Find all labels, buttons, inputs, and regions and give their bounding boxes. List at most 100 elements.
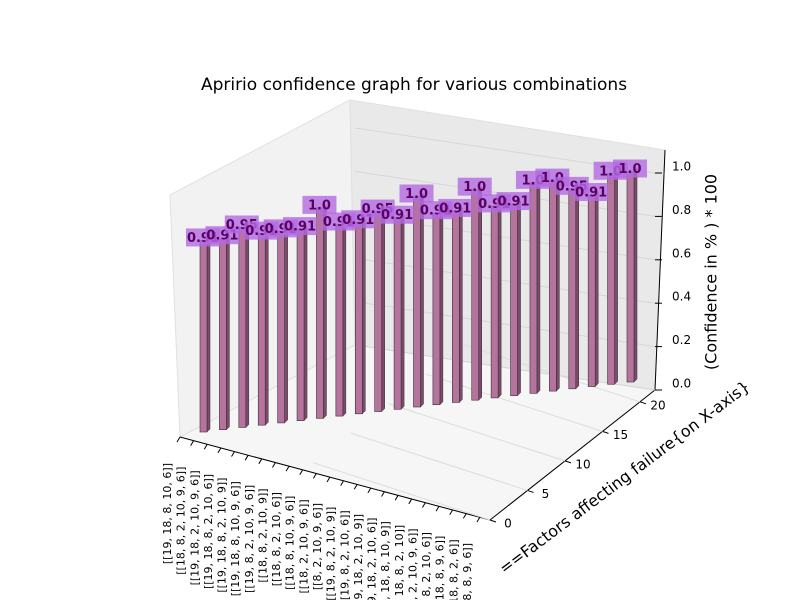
bar	[257, 233, 266, 426]
x-tick	[272, 462, 276, 468]
x-tick	[367, 487, 372, 494]
value-label-group: 0.91	[283, 217, 318, 236]
x-tick	[435, 505, 440, 512]
x-tick-label: [[18, 8, 2, 10, 9, 6]]	[175, 467, 188, 575]
value-label: 0.91	[498, 195, 530, 210]
bar	[549, 180, 557, 392]
value-label-box	[283, 217, 318, 236]
value-label-group: 0.91	[496, 192, 531, 211]
x-tick-label: [[19, 18, 2, 10, 6]]	[366, 518, 379, 600]
x-tick	[326, 476, 331, 483]
y-tick	[639, 401, 647, 405]
bar-side	[459, 207, 463, 404]
value-label: 0.91	[284, 220, 316, 235]
x-tick-label: [[18, 8, 10, 9, 6]]	[284, 496, 297, 590]
x-tick-label: [[19, 8, 2, 10, 9, 6]]	[243, 485, 256, 593]
value-label-group: 1.0	[613, 159, 647, 178]
z-tick-label: 0.2	[672, 333, 691, 347]
bar	[296, 228, 305, 421]
x-tick-label: [[19, 8, 2, 10, 9]]	[325, 507, 338, 600]
bar-side	[245, 223, 250, 429]
grid-line	[313, 462, 491, 521]
value-label-group: 1.0	[457, 177, 492, 196]
bar	[568, 188, 577, 390]
bar-side	[633, 167, 638, 383]
value-label-box	[574, 182, 609, 201]
bar-side	[362, 218, 366, 415]
bar	[471, 189, 480, 401]
bar	[607, 173, 615, 385]
value-label-box	[438, 198, 473, 217]
bar	[413, 196, 421, 408]
x-tick-label: [[19, 18, 8, 9, 6]]	[461, 543, 474, 600]
x-axis-line	[179, 436, 491, 521]
x-tick	[176, 436, 181, 443]
bar	[277, 231, 285, 424]
y-tick	[527, 489, 534, 493]
bar	[374, 211, 382, 412]
x-tick-label: [[19, 18, 8, 9, 6]]	[434, 536, 447, 600]
bar-side	[575, 185, 580, 390]
x-tick-label: [[19, 18, 8, 10, 9, 6]]	[229, 481, 242, 596]
value-label-box	[496, 192, 531, 211]
value-label-box	[399, 184, 434, 203]
value-label-box	[302, 195, 337, 214]
value-label-box	[613, 159, 647, 178]
value-label-box	[457, 177, 492, 196]
x-tick-label: [[19, 18, 8, 2, 10, 6]]	[202, 474, 215, 589]
bar-side	[381, 207, 385, 413]
x-tick	[340, 480, 345, 486]
x-tick-label: [[18, 8, 2, 10, 6]]	[270, 492, 283, 586]
x-tick-label: [[19, 18, 8, 2, 6]]	[447, 539, 460, 600]
x-tick	[408, 498, 413, 505]
x-tick-label: [[19, 8, 2, 10, 6]]	[338, 510, 351, 600]
z-tick-label: 0.0	[672, 377, 691, 391]
y-tick-label: 20	[650, 398, 665, 412]
value-label: 0.91	[575, 185, 607, 200]
x-tick	[203, 444, 208, 450]
y-axis-line	[489, 389, 656, 521]
bar-side	[342, 220, 347, 417]
value-label-group: 1.0	[399, 184, 434, 203]
x-tick	[244, 454, 249, 461]
z-tick-label: 0.8	[672, 203, 691, 217]
value-label-box	[380, 205, 415, 224]
bar-side	[264, 230, 269, 426]
chart-title: Apririo confidence graph for various com…	[201, 75, 627, 95]
y-tick-label: 5	[542, 487, 550, 501]
x-tick-label: [[18, 2, 10, 9, 6]]	[297, 499, 310, 593]
value-label: 1.0	[405, 187, 428, 202]
x-tick	[190, 440, 195, 446]
y-tick	[489, 519, 497, 523]
x-tick	[394, 494, 399, 501]
bar-side	[284, 227, 288, 424]
bar	[316, 207, 324, 419]
bar	[238, 227, 247, 428]
bar-side	[536, 179, 541, 394]
bar	[432, 212, 441, 406]
x-tick	[353, 484, 358, 490]
grid-line	[388, 403, 566, 462]
value-label-group: 0.91	[438, 198, 473, 217]
value-label: 0.91	[381, 208, 413, 223]
bar-side	[206, 236, 211, 433]
x-tick	[312, 473, 317, 479]
bar	[219, 237, 227, 431]
y-tick	[602, 430, 609, 434]
bar	[529, 182, 538, 394]
value-label-group: 1.0	[302, 195, 337, 214]
x-tick-label: [[8, 2, 10, 9, 6]]	[311, 503, 324, 590]
z-tick-label: 1.0	[672, 160, 691, 174]
bar-side	[517, 200, 521, 397]
value-label: 1.0	[308, 198, 331, 213]
y-tick-label: 10	[575, 457, 590, 471]
value-label-group: 0.91	[380, 205, 415, 224]
bar	[490, 206, 499, 399]
bar-side	[478, 186, 482, 401]
z-axis-label: (Confidence in % ) * 100	[702, 174, 721, 370]
grid-line	[354, 257, 656, 304]
bar-side	[439, 209, 444, 406]
bar	[587, 194, 596, 387]
x-tick-label: [[19, 18, 2, 10, 9, 6]]	[188, 470, 201, 585]
value-label: 1.0	[463, 180, 486, 195]
